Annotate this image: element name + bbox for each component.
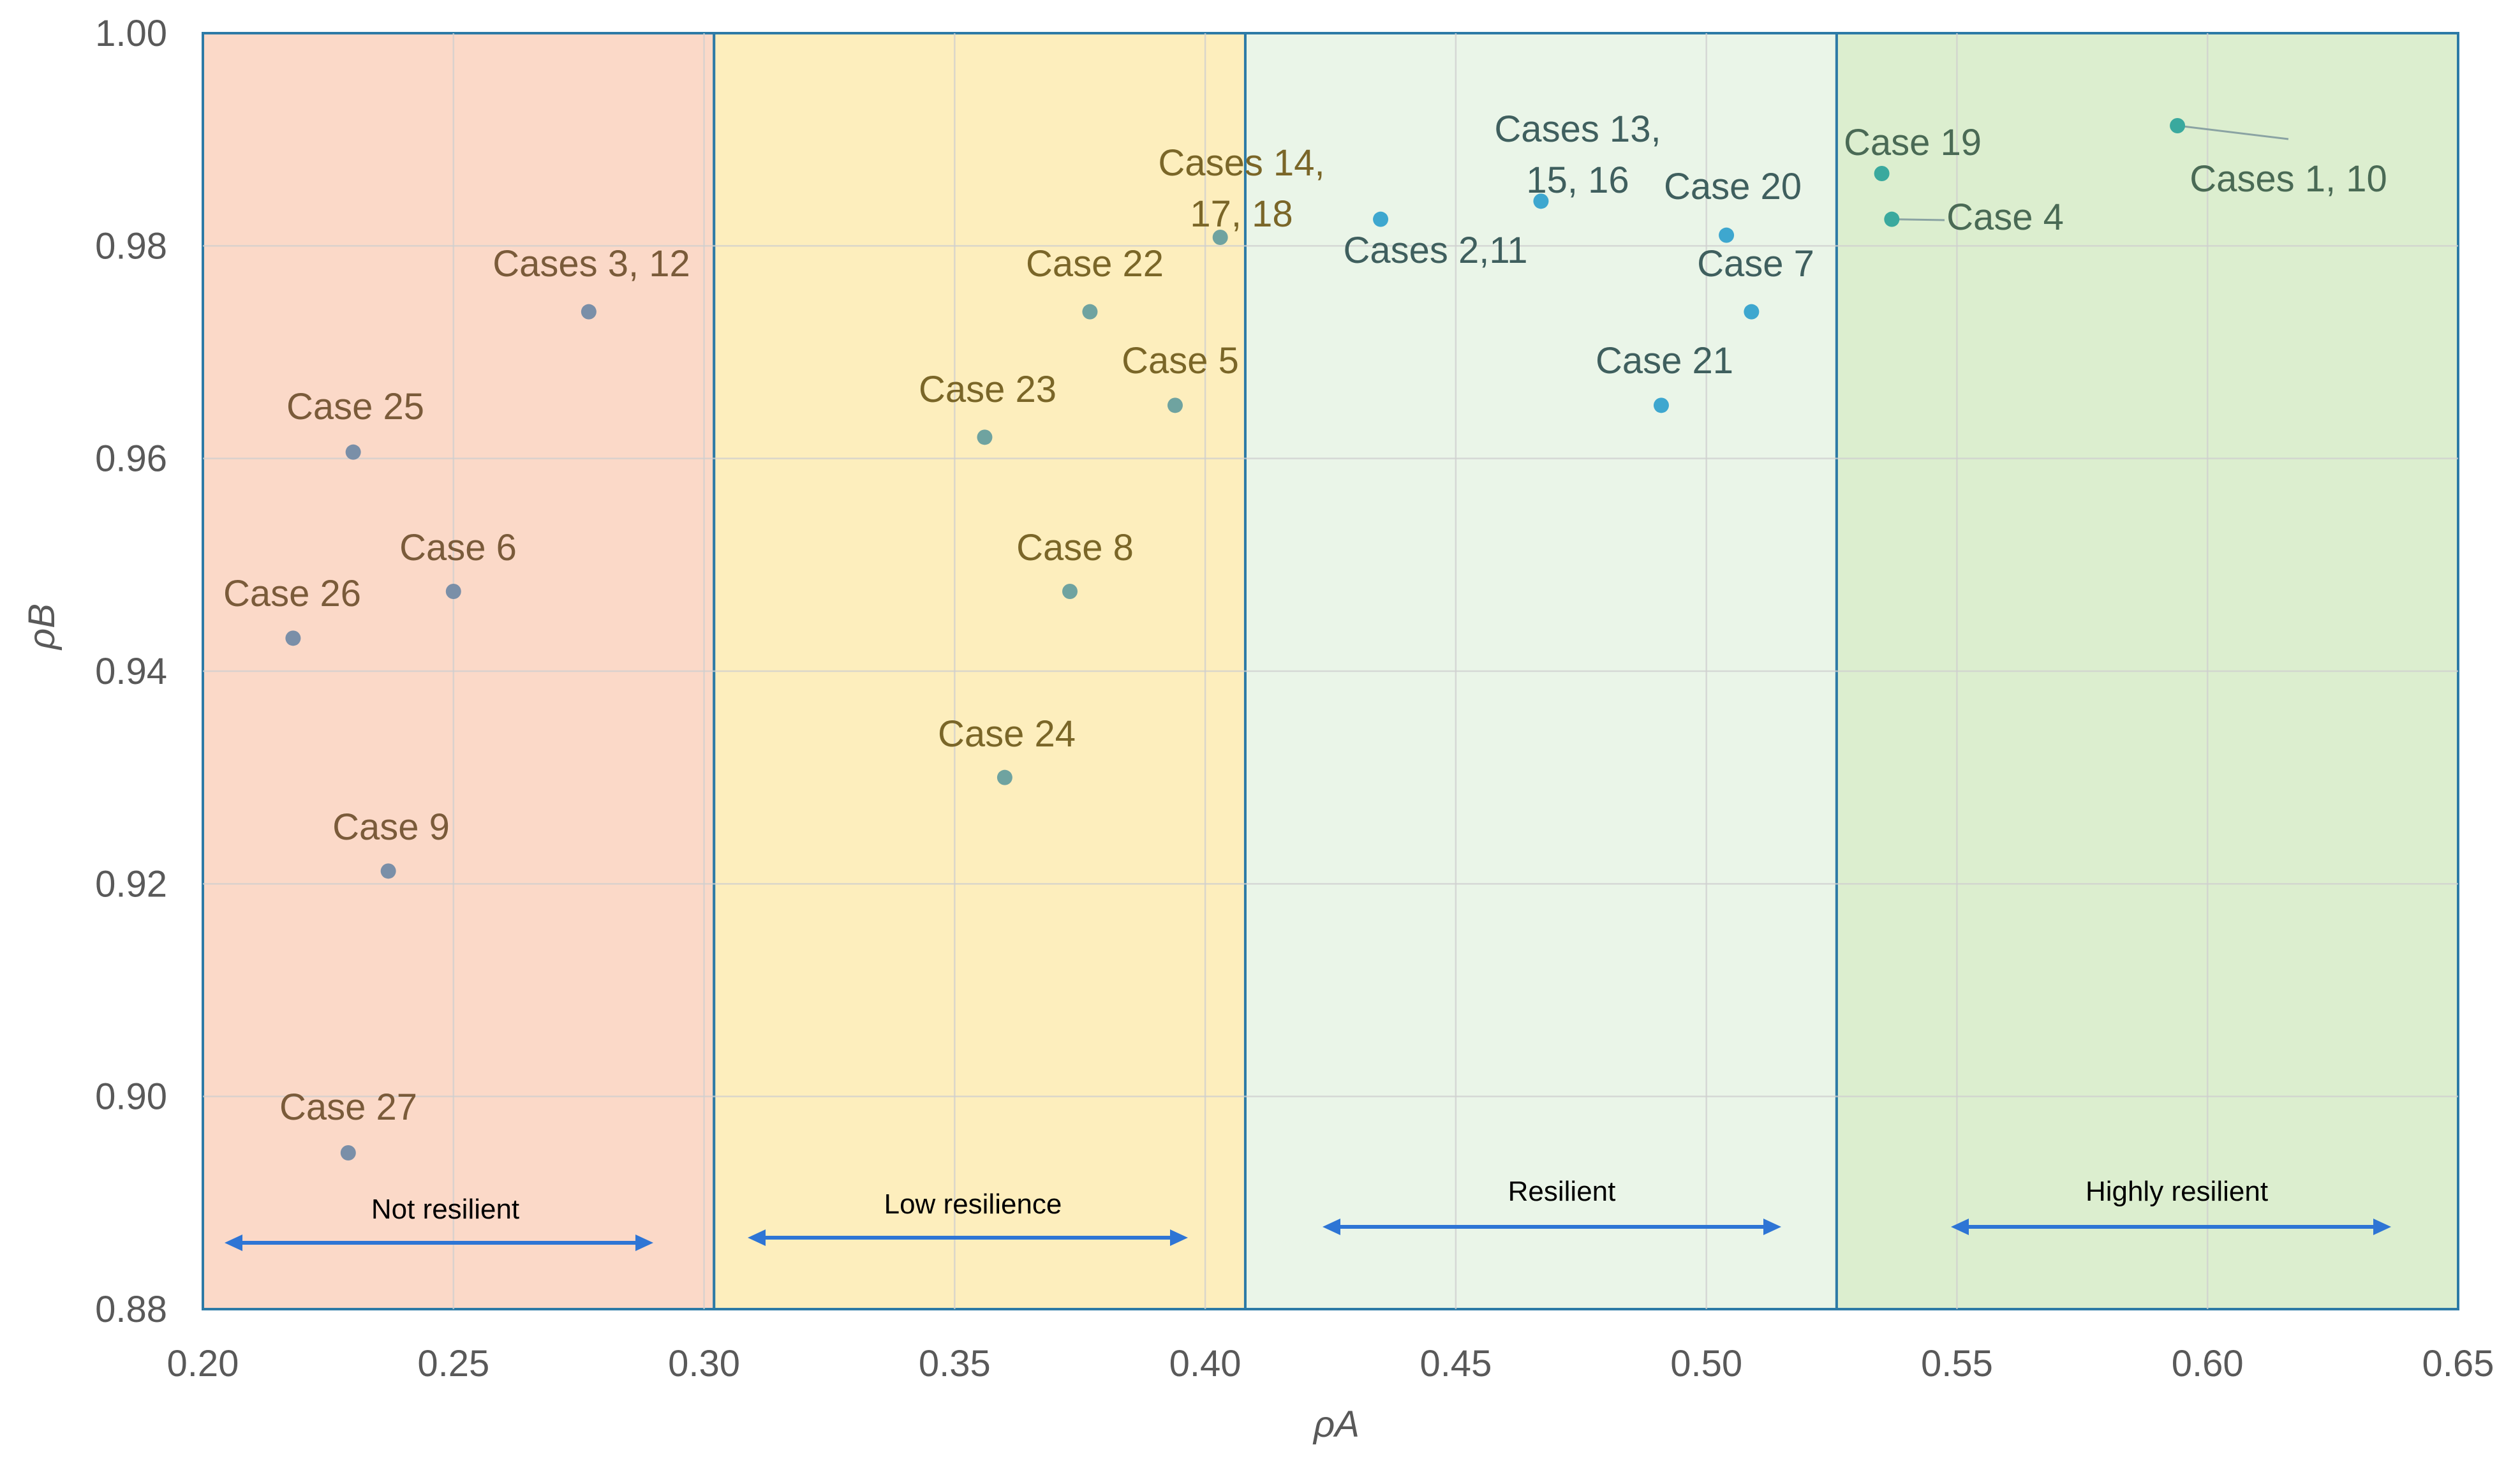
zone-arrow-not-resilient [225,1234,653,1251]
point-case-27 [340,1145,356,1160]
point-case-21 [1653,397,1669,413]
zone-arrow-resilient [1323,1219,1781,1235]
point-case-5 [1167,397,1183,413]
point-labels: Cases 1, 10 Cases 2,11 Cases 3, 12 Case 4 Ca… [223,108,2387,1128]
x-tick-label: 0.65 [2422,1343,2494,1384]
x-tick-label: 0.50 [1670,1343,1742,1384]
point-case-6 [445,584,461,599]
point-label-cases-1-10: Cases 1, 10 [2190,158,2387,200]
zone-label-not-resilient: Not resilient [371,1194,519,1225]
point-label-case-26: Case 26 [223,573,361,614]
zone-label-low-resilience: Low resilience [884,1189,1062,1220]
point-cases-1-10 [2170,118,2186,133]
point-label-case-21: Case 21 [1596,340,1733,382]
y-tick-label: 1.00 [95,13,167,54]
y-tick-label: 0.94 [95,651,167,692]
data-points [285,118,2186,1160]
point-label-case-22: Case 22 [1026,243,1164,285]
point-case-8 [1062,584,1078,599]
point-cases-14-17-18 [1212,230,1228,245]
point-case-22 [1082,304,1098,320]
point-label-case-27: Case 27 [279,1086,417,1128]
x-axis-title: ρA [1312,1404,1360,1445]
point-label-case-8: Case 8 [1016,527,1134,568]
point-case-19 [1874,166,1890,181]
x-tick-label: 0.30 [668,1343,740,1384]
point-label-case-6: Case 6 [399,527,517,568]
x-tick-label: 0.60 [2172,1343,2244,1384]
x-tick-label: 0.45 [1419,1343,1492,1384]
x-tick-label: 0.20 [167,1343,239,1384]
point-label-case-25: Case 25 [286,386,424,427]
point-label-case-24: Case 24 [938,713,1076,755]
y-tick-label: 0.92 [95,863,167,905]
axes: 0.20 0.25 0.30 0.35 0.40 0.45 0.50 0.55 0.60 0.65… [95,13,2494,1384]
point-label-case-19: Case 19 [1844,122,1982,163]
point-label-cases-14-17-18: Cases 14, 17, 18 [1158,142,1324,235]
point-case-20 [1719,227,1735,243]
y-tick-label: 0.90 [95,1076,167,1118]
point-cases-3-12 [581,304,597,320]
point-case-9 [380,863,396,879]
point-case-26 [285,630,301,646]
point-label-cases-2-11: Cases 2,11 [1343,230,1527,271]
point-label-case-20: Case 20 [1664,166,1802,207]
point-cases-13-15-16 [1533,193,1549,209]
zone-labels: Not resilient Low resilience Resilient High… [225,1176,2391,1251]
point-case-23 [977,429,993,445]
zone-label-resilient: Resilient [1508,1176,1616,1207]
zone-arrow-highly-resilient [1951,1219,2391,1235]
leader-lines [1892,124,2289,221]
gridlines [203,33,2458,1309]
point-case-24 [997,769,1012,785]
point-label-case-9: Case 9 [332,806,450,848]
leader-case-4 [1892,218,1945,221]
point-case-4 [1884,211,1900,227]
point-case-25 [345,444,361,460]
point-case-7 [1744,304,1760,320]
zone-arrow-low-resilience [748,1229,1188,1246]
x-tick-label: 0.40 [1169,1343,1241,1384]
point-label-case-5: Case 5 [1122,340,1239,382]
point-label-case-23: Case 23 [919,369,1056,410]
point-label-cases-13-15-16: Cases 13, 15, 16 [1494,108,1661,201]
point-cases-2-11 [1373,211,1389,227]
point-label-case-4: Case 4 [1946,196,2064,238]
y-tick-label: 0.88 [95,1289,167,1330]
zone-label-highly-resilient: Highly resilient [2086,1176,2268,1207]
point-label-case-7: Case 7 [1697,243,1814,285]
y-axis-title: ρB [21,604,63,651]
point-label-cases-3-12: Cases 3, 12 [493,243,690,285]
y-tick-label: 0.98 [95,225,167,267]
x-tick-label: 0.25 [417,1343,489,1384]
leader-cases-1-10 [2177,124,2289,140]
y-tick-label: 0.96 [95,438,167,480]
x-tick-label: 0.35 [919,1343,991,1384]
x-tick-label: 0.55 [1921,1343,1993,1384]
